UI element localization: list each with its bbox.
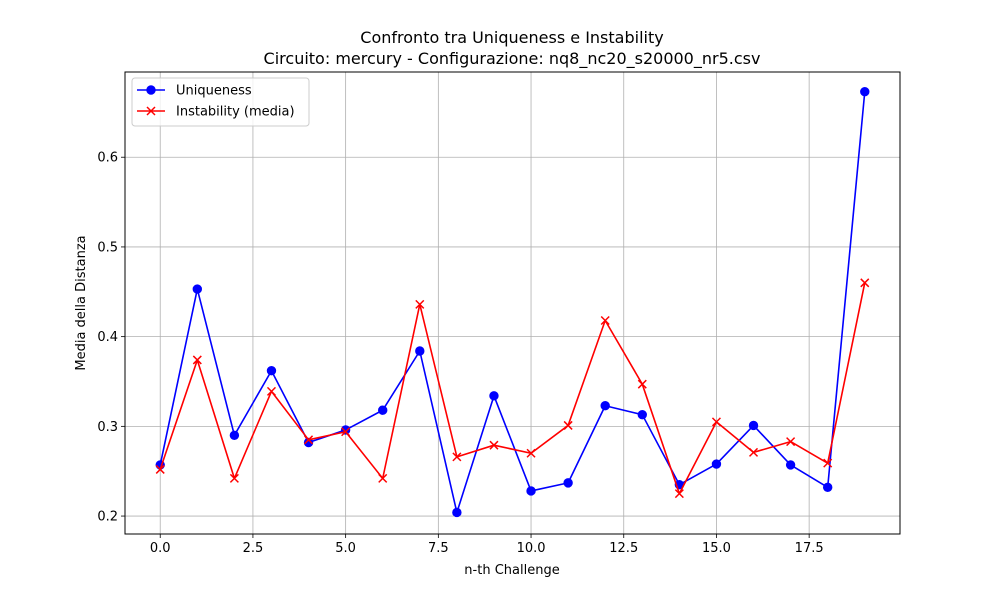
x-tick-label: 17.5: [795, 541, 824, 556]
uniqueness-point: [192, 284, 203, 294]
uniqueness-point: [489, 391, 499, 401]
uniqueness-point: [637, 409, 647, 420]
legend-marker-uniqueness: [146, 85, 156, 95]
instability-media-point: [266, 386, 277, 396]
instability-media-series: [155, 278, 870, 499]
instability-media-point: [489, 440, 499, 450]
y-tick-label: 0.2: [97, 510, 118, 525]
chart-subtitle: Circuito: mercury - Configurazione: nq8_…: [264, 49, 761, 69]
instability-media-point: [674, 489, 684, 499]
instability-media-point: [229, 473, 239, 483]
instability-media-point: [600, 315, 610, 326]
legend-label-instability-media: Instability (media): [176, 105, 295, 120]
uniqueness-point: [600, 401, 610, 411]
instability-media-line: [159, 282, 866, 495]
legend-marker-instability-media: [146, 106, 156, 116]
x-tick-label: 15.0: [702, 541, 731, 556]
x-tick-label: 12.5: [609, 541, 638, 556]
uniqueness-point: [822, 482, 833, 493]
instability-media-point: [748, 447, 759, 457]
plot-series: [155, 87, 870, 518]
uniqueness-point: [303, 437, 314, 448]
instability-media-point: [786, 437, 796, 447]
plot-frame: [124, 71, 901, 535]
instability-media-point: [304, 435, 314, 445]
axis-ticks: 0.0 2.5 5.0 7.5 10.0 12.5 15.0 17.5 0.2 0.3 0.4 0.5…: [97, 151, 823, 556]
y-axis-label: Media della Distanza: [74, 235, 89, 370]
x-tick-label: 10.0: [517, 541, 546, 556]
instability-media-point: [415, 299, 425, 309]
uniqueness-point: [563, 478, 573, 488]
uniqueness-point: [452, 507, 462, 518]
instability-media-point: [192, 355, 202, 365]
uniqueness-point: [266, 366, 277, 376]
instability-media-point: [526, 448, 536, 458]
x-axis-label: n-th Challenge: [464, 563, 559, 578]
y-tick-label: 0.5: [97, 240, 118, 255]
grid-lines: [125, 72, 900, 534]
x-tick-label: 2.5: [243, 541, 264, 556]
instability-media-point: [860, 278, 870, 288]
instability-media-point: [563, 420, 573, 430]
legend-label-uniqueness: Uniqueness: [176, 84, 252, 99]
uniqueness-point: [526, 486, 536, 496]
uniqueness-line: [159, 91, 866, 514]
instability-media-point: [155, 464, 165, 474]
chart-title: Confronto tra Uniqueness e Instability: [360, 28, 663, 47]
uniqueness-point: [229, 430, 240, 441]
uniqueness-point: [748, 420, 759, 431]
y-tick-label: 0.4: [97, 330, 118, 345]
x-tick-label: 0.0: [150, 541, 171, 556]
instability-media-point: [823, 458, 833, 468]
legend: Uniqueness Instability (media): [131, 77, 310, 127]
y-tick-label: 0.3: [97, 420, 118, 435]
instability-media-point: [637, 379, 647, 389]
legend-box: [131, 77, 310, 127]
instability-media-point: [378, 473, 388, 483]
y-tick-label: 0.6: [97, 151, 118, 166]
uniqueness-point: [860, 87, 870, 97]
x-tick-label: 7.5: [428, 541, 449, 556]
uniqueness-point: [415, 346, 425, 356]
instability-media-point: [341, 427, 351, 437]
uniqueness-point: [711, 459, 722, 469]
uniqueness-point: [378, 405, 388, 415]
legend-entries: Uniqueness Instability (media): [137, 84, 295, 120]
instability-media-point: [452, 452, 462, 462]
uniqueness-point: [785, 460, 796, 470]
instability-media-point: [711, 417, 721, 427]
x-tick-label: 5.0: [335, 541, 356, 556]
